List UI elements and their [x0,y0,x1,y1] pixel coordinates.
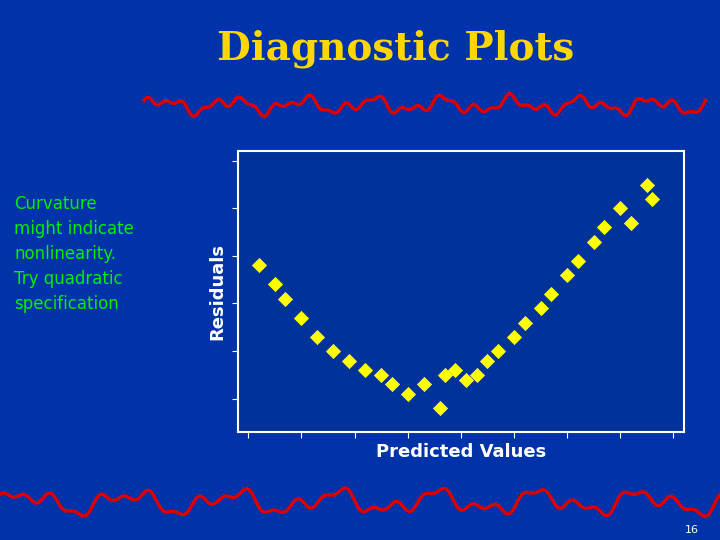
Point [433,404,445,413]
Point [535,304,546,313]
Point [598,223,610,232]
Point [328,347,339,355]
Point [359,366,371,374]
Y-axis label: Residuals: Residuals [209,243,227,340]
Text: Diagnostic Plots: Diagnostic Plots [217,29,575,68]
Point [402,389,413,398]
Point [572,256,583,265]
Point [641,180,652,189]
Point [482,356,493,365]
Point [614,204,626,213]
Point [418,380,429,389]
Point [279,294,291,303]
Point [471,370,482,379]
X-axis label: Predicted Values: Predicted Values [376,443,546,461]
Point [296,313,307,322]
Point [562,271,573,279]
Point [588,237,600,246]
Point [492,347,504,355]
Point [375,370,387,379]
Point [508,333,520,341]
Point [253,261,265,270]
Text: Curvature
might indicate
nonlinearity.
Try quadratic
specification: Curvature might indicate nonlinearity. T… [14,195,134,313]
Point [386,380,397,389]
Point [439,370,451,379]
Point [312,333,323,341]
Text: 16: 16 [685,524,698,535]
Point [519,318,531,327]
Point [625,218,636,227]
Point [460,375,472,384]
Point [343,356,355,365]
Point [269,280,281,289]
Point [545,289,557,298]
Point [450,366,462,374]
Point [647,194,658,203]
